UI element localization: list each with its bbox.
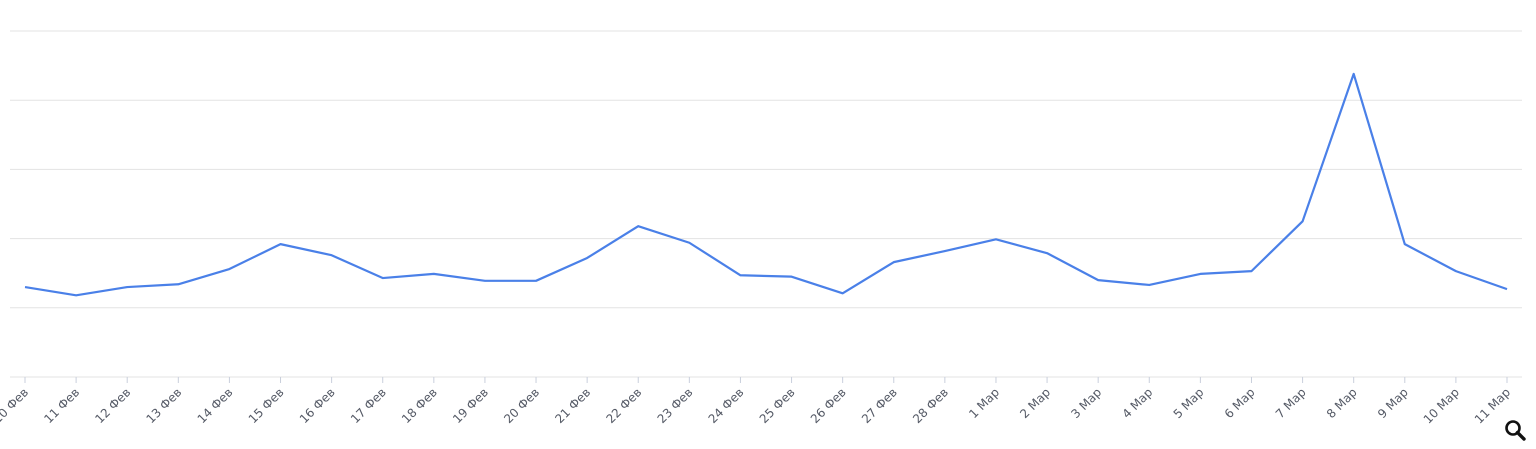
x-tick-label: 19 Фев	[450, 385, 491, 426]
x-tick-label: 27 Фев	[859, 385, 900, 426]
x-tick-label: 3 Мар	[1068, 385, 1104, 421]
x-tick-label: 23 Фев	[655, 385, 696, 426]
x-tick-label: 2 Мар	[1017, 385, 1053, 421]
x-tick-label: 26 Фев	[808, 385, 849, 426]
x-tick-label: 9 Мар	[1375, 385, 1411, 421]
x-tick-label: 28 Фев	[910, 385, 951, 426]
x-tick-label: 11 Фев	[41, 385, 82, 426]
x-tick-label: 6 Мар	[1222, 385, 1258, 421]
x-tick-label: 4 Мар	[1119, 385, 1155, 421]
zoom-lens	[1505, 420, 1521, 436]
x-tick-label: 25 Фев	[757, 385, 798, 426]
zoom-icon[interactable]	[1505, 420, 1526, 441]
x-tick-label: 1 Мар	[966, 385, 1002, 421]
x-tick-label: 8 Мар	[1324, 385, 1360, 421]
x-tick-label: 21 Фев	[552, 385, 593, 426]
x-tick-label: 12 Фев	[92, 385, 133, 426]
x-tick-label: 5 Мар	[1171, 385, 1207, 421]
x-tick-label: 14 Фев	[195, 385, 236, 426]
x-tick-label: 10 Мар	[1421, 385, 1462, 426]
x-tick-label: 22 Фев	[603, 385, 644, 426]
x-tick-label: 24 Фев	[706, 385, 747, 426]
x-tick-label: 15 Фев	[246, 385, 287, 426]
x-tick-label: 13 Фев	[144, 385, 185, 426]
x-tick-label: 11 Мар	[1472, 385, 1513, 426]
zoom-handle	[1515, 430, 1526, 441]
x-tick-label: 17 Фев	[348, 385, 389, 426]
x-tick-label: 16 Фев	[297, 385, 338, 426]
x-tick-label: 7 Мар	[1273, 385, 1309, 421]
x-tick-label: 10 Фев	[0, 385, 31, 426]
x-tick-label: 20 Фев	[501, 385, 542, 426]
data-line	[24, 72, 1508, 297]
x-tick-label: 18 Фев	[399, 385, 440, 426]
